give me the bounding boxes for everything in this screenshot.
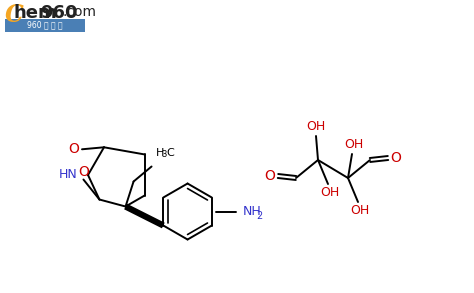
Text: hem: hem xyxy=(14,4,58,22)
Text: OH: OH xyxy=(345,139,364,151)
Text: HN: HN xyxy=(59,168,78,181)
Text: NH: NH xyxy=(243,205,261,218)
Text: C: C xyxy=(166,147,174,158)
Text: .com: .com xyxy=(63,5,97,19)
Text: 2: 2 xyxy=(256,210,263,221)
Text: OH: OH xyxy=(306,120,326,134)
Text: O: O xyxy=(264,169,275,183)
Text: O: O xyxy=(391,151,401,165)
Bar xyxy=(5,19,85,32)
Text: O: O xyxy=(78,164,89,178)
Text: OH: OH xyxy=(320,187,340,200)
Text: 960 化 工 网: 960 化 工 网 xyxy=(27,21,63,30)
Text: C: C xyxy=(5,3,24,27)
Text: O: O xyxy=(69,142,80,156)
Text: 3: 3 xyxy=(162,150,167,159)
Text: H: H xyxy=(155,147,164,158)
Text: OH: OH xyxy=(350,205,370,217)
Text: 960: 960 xyxy=(40,4,78,22)
